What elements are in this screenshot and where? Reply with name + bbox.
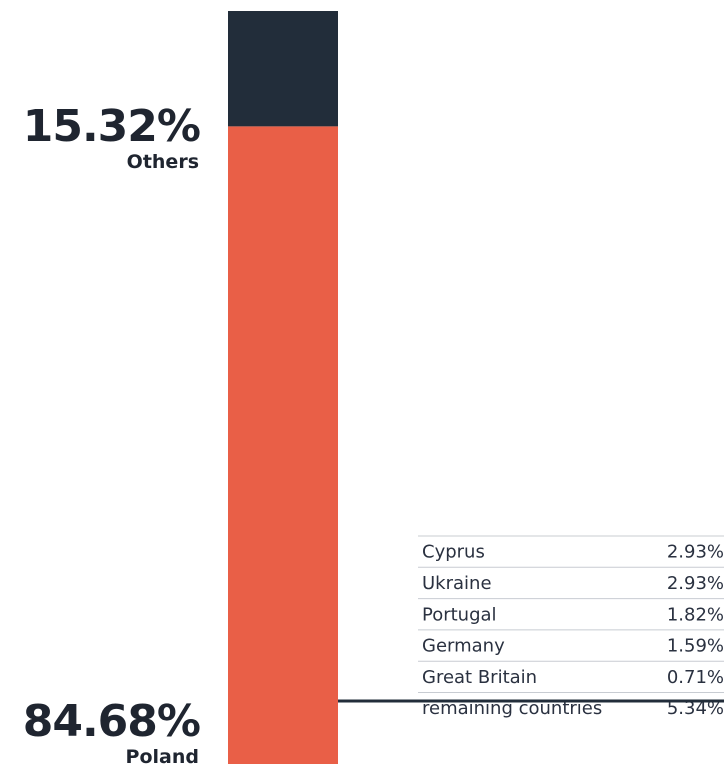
value-label: 15.32% (23, 101, 200, 152)
country-name: Cyprus (422, 542, 485, 563)
country-name: Great Britain (422, 667, 537, 688)
country-name: Ukraine (422, 573, 492, 594)
country-share: 0.71% (667, 667, 724, 688)
country-share: 1.82% (667, 604, 724, 625)
country-name: remaining countries (422, 698, 602, 719)
country-name: Portugal (422, 604, 497, 625)
country-share: 2.93% (667, 573, 724, 594)
segment-name: Others (127, 151, 199, 173)
bar-segment (228, 126, 338, 764)
segment-name: Poland (126, 746, 199, 764)
country-share: 2.93% (667, 542, 724, 563)
country-share: 5.34% (667, 698, 724, 719)
bar-segment (228, 11, 338, 127)
value-label: 84.68% (23, 696, 200, 747)
country-name: Germany (422, 636, 505, 657)
country-share: 1.59% (667, 636, 724, 657)
